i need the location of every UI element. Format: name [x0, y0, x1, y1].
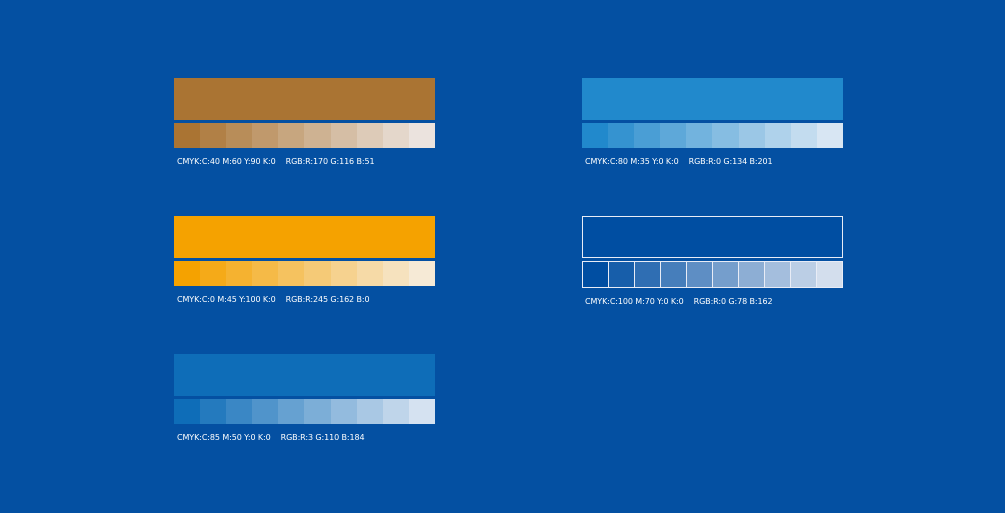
tint-swatch [583, 262, 609, 287]
tint-swatch [304, 399, 331, 424]
cmyk-value: CMYK:C:80 M:35 Y:0 K:0 [585, 157, 679, 166]
tint-swatch [278, 399, 305, 424]
tint-swatch [200, 123, 227, 148]
color-bar [174, 354, 435, 396]
tint-swatch [582, 123, 609, 148]
color-card-blue: CMYK:C:85 M:50 Y:0 K:0 RGB:R:3 G:110 B:18… [174, 354, 435, 442]
tint-swatch [712, 123, 739, 148]
tint-swatch [278, 261, 305, 286]
tint-swatch [278, 123, 305, 148]
cmyk-value: CMYK:C:85 M:50 Y:0 K:0 [177, 433, 271, 442]
cmyk-value: CMYK:C:0 M:45 Y:100 K:0 [177, 295, 276, 304]
rgb-value: RGB:R:0 G:78 B:162 [693, 297, 773, 306]
cmyk-value: CMYK:C:100 M:70 Y:0 K:0 [585, 297, 684, 306]
rgb-value: RGB:R:0 G:134 B:201 [688, 157, 773, 166]
color-bar [174, 78, 435, 120]
tint-swatch [226, 399, 253, 424]
tint-swatch [226, 261, 253, 286]
tint-swatch [635, 262, 661, 287]
color-bar [174, 216, 435, 258]
tint-swatch [408, 261, 435, 286]
tint-swatch [608, 123, 635, 148]
tint-swatch [226, 123, 253, 148]
tint-swatch [252, 399, 279, 424]
tint-swatch [790, 123, 817, 148]
tint-swatch [252, 123, 279, 148]
tint-swatch [661, 262, 687, 287]
tint-swatch [765, 262, 791, 287]
color-spec: CMYK:C:100 M:70 Y:0 K:0 RGB:R:0 G:78 B:16… [585, 297, 843, 306]
tint-swatch [304, 261, 331, 286]
cmyk-value: CMYK:C:40 M:60 Y:90 K:0 [177, 157, 276, 166]
tint-swatch [408, 123, 435, 148]
color-spec: CMYK:C:85 M:50 Y:0 K:0 RGB:R:3 G:110 B:18… [177, 433, 435, 442]
tint-swatch [382, 123, 409, 148]
tint-swatch [174, 123, 201, 148]
tint-swatches [174, 261, 435, 286]
tint-swatch [687, 262, 713, 287]
tint-swatch [330, 261, 357, 286]
tint-swatch [356, 261, 383, 286]
tint-swatch [330, 123, 357, 148]
tint-swatch [174, 399, 201, 424]
tint-swatches [582, 123, 843, 148]
tint-swatch [356, 399, 383, 424]
color-card-orange: CMYK:C:0 M:45 Y:100 K:0 RGB:R:245 G:162 B… [174, 216, 435, 304]
color-card-dark-blue: CMYK:C:100 M:70 Y:0 K:0 RGB:R:0 G:78 B:16… [582, 216, 843, 306]
rgb-value: RGB:R:3 G:110 B:184 [280, 433, 365, 442]
color-bar [582, 216, 843, 258]
rgb-value: RGB:R:170 G:116 B:51 [285, 157, 375, 166]
color-bar [582, 78, 843, 120]
color-card-brown: CMYK:C:40 M:60 Y:90 K:0 RGB:R:170 G:116 B… [174, 78, 435, 166]
tint-swatch [817, 262, 842, 287]
tint-swatch [634, 123, 661, 148]
tint-swatch [408, 399, 435, 424]
tint-swatch [713, 262, 739, 287]
tint-swatch [791, 262, 817, 287]
color-spec: CMYK:C:0 M:45 Y:100 K:0 RGB:R:245 G:162 B… [177, 295, 435, 304]
tint-swatch [609, 262, 635, 287]
color-spec: CMYK:C:40 M:60 Y:90 K:0 RGB:R:170 G:116 B… [177, 157, 435, 166]
tint-swatch [330, 399, 357, 424]
color-spec: CMYK:C:80 M:35 Y:0 K:0 RGB:R:0 G:134 B:20… [585, 157, 843, 166]
tint-swatch [174, 261, 201, 286]
tint-swatch [739, 262, 765, 287]
tint-swatch [764, 123, 791, 148]
tint-swatches [174, 399, 435, 424]
color-card-light-blue: CMYK:C:80 M:35 Y:0 K:0 RGB:R:0 G:134 B:20… [582, 78, 843, 166]
tint-swatch [382, 399, 409, 424]
rgb-value: RGB:R:245 G:162 B:0 [285, 295, 370, 304]
tint-swatch [200, 261, 227, 286]
tint-swatch [304, 123, 331, 148]
tint-swatch [200, 399, 227, 424]
tint-swatch [660, 123, 687, 148]
tint-swatch [738, 123, 765, 148]
tint-swatch [382, 261, 409, 286]
tint-swatch [686, 123, 713, 148]
tint-swatch [356, 123, 383, 148]
tint-swatch [252, 261, 279, 286]
tint-swatches [174, 123, 435, 148]
tint-swatch [816, 123, 843, 148]
tint-swatches [582, 261, 843, 288]
